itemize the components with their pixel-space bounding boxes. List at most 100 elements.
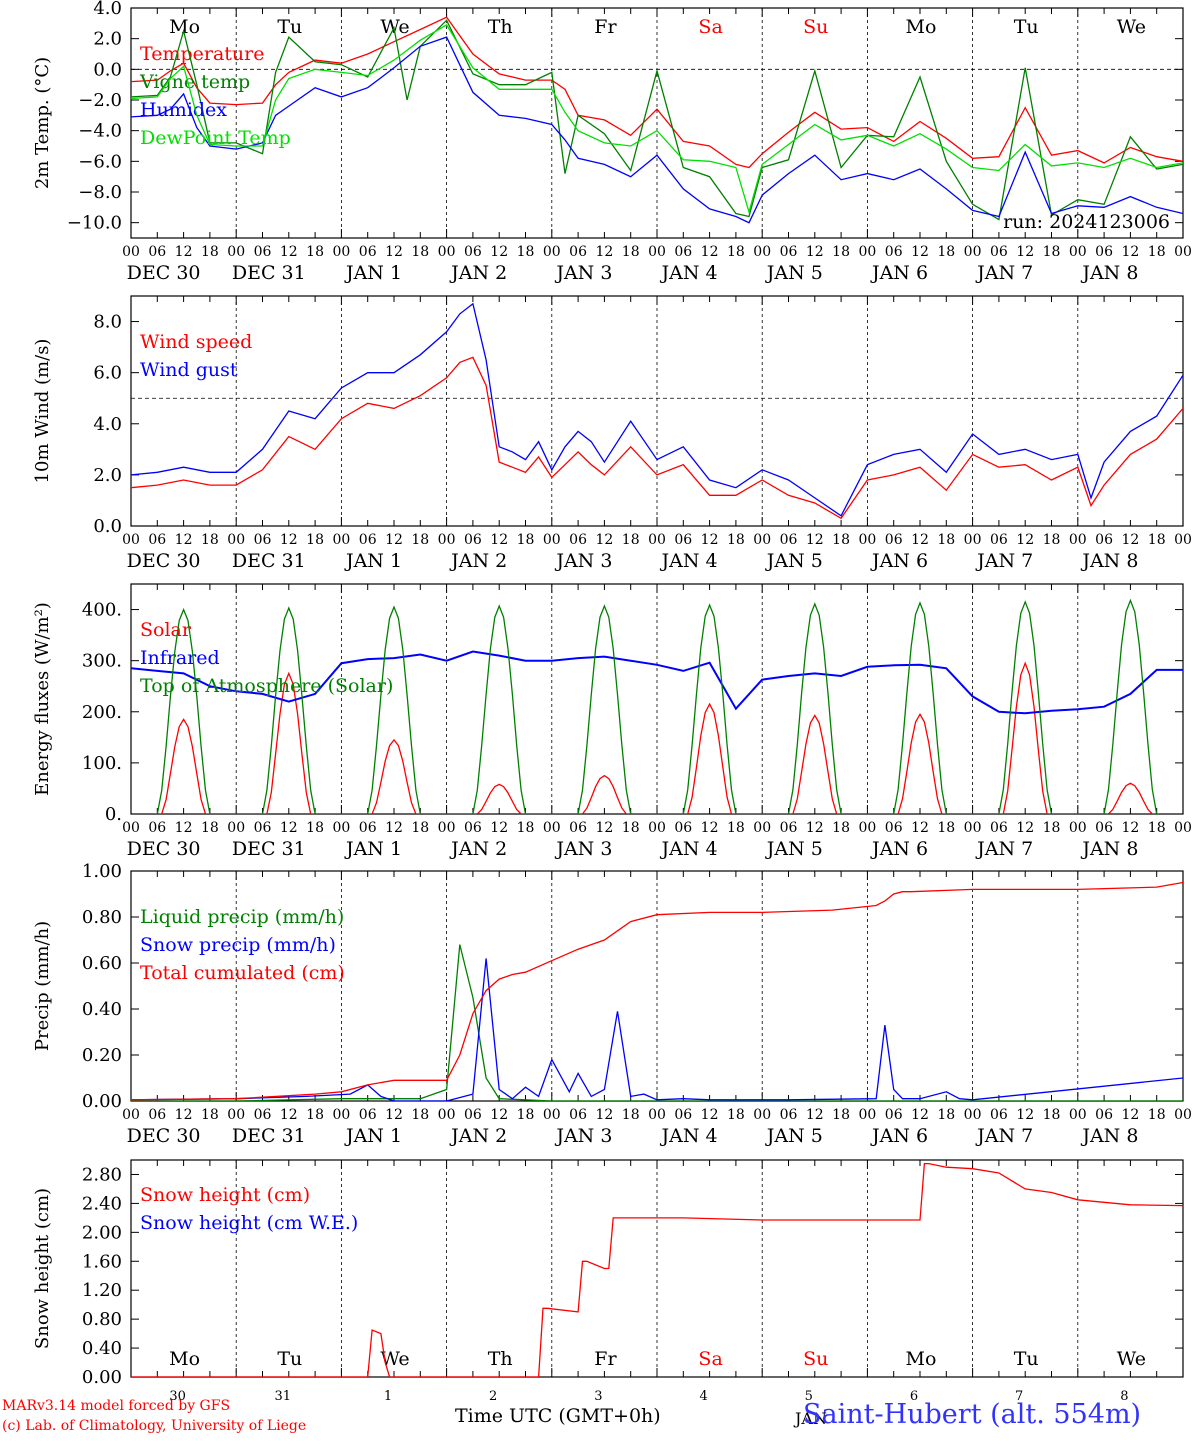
y-axis-label: 10m Wind (m/s) bbox=[32, 339, 53, 484]
hour-tick-label: 18 bbox=[832, 244, 850, 260]
y-tick-label: 100. bbox=[82, 753, 122, 774]
day-number-label: 30 bbox=[169, 1389, 186, 1404]
day-number-label: 3 bbox=[594, 1389, 602, 1404]
date-label: JAN 2 bbox=[449, 838, 507, 860]
hour-tick-label: 06 bbox=[569, 1107, 587, 1123]
legend-entry: Snow height (cm W.E.) bbox=[140, 1212, 358, 1234]
hour-tick-label: 00 bbox=[122, 244, 140, 260]
hour-tick-label: 00 bbox=[1069, 244, 1087, 260]
hour-tick-label: 06 bbox=[674, 820, 692, 836]
day-name-label: Sa bbox=[698, 16, 722, 38]
hour-tick-label: 18 bbox=[306, 244, 324, 260]
legend-entry: Top of Atmosphere (Solar) bbox=[140, 675, 393, 697]
date-label: JAN 8 bbox=[1080, 262, 1138, 284]
y-tick-label: 0. bbox=[105, 804, 122, 825]
date-label: JAN 3 bbox=[554, 262, 612, 284]
hour-tick-label: 00 bbox=[964, 244, 982, 260]
hour-tick-label: 00 bbox=[648, 820, 666, 836]
hour-tick-label: 18 bbox=[411, 820, 429, 836]
day-number-label: 8 bbox=[1120, 1389, 1128, 1404]
legend-entry: Infrared bbox=[140, 647, 220, 669]
legend-entry: Wind gust bbox=[140, 359, 238, 381]
hour-tick-label: 00 bbox=[122, 1107, 140, 1123]
y-tick-label: 0.40 bbox=[82, 1338, 122, 1359]
hour-tick-label: 12 bbox=[385, 820, 403, 836]
hour-tick-label: 12 bbox=[701, 532, 719, 548]
hour-tick-label: 00 bbox=[753, 1107, 771, 1123]
hour-tick-label: 00 bbox=[858, 820, 876, 836]
hour-tick-label: 00 bbox=[858, 532, 876, 548]
date-label: DEC 30 bbox=[127, 550, 201, 572]
hour-tick-label: 12 bbox=[595, 532, 613, 548]
series-line-snow-precip-mm-h- bbox=[131, 958, 1183, 1101]
day-number-label: 7 bbox=[1015, 1389, 1023, 1404]
hour-tick-label: 18 bbox=[1043, 532, 1061, 548]
hour-tick-label: 12 bbox=[1016, 1107, 1034, 1123]
hour-tick-label: 12 bbox=[280, 820, 298, 836]
hour-tick-label: 12 bbox=[1016, 820, 1034, 836]
y-tick-label: −4.0 bbox=[78, 121, 122, 142]
hour-tick-label: 06 bbox=[464, 244, 482, 260]
legend-entry: Snow precip (mm/h) bbox=[140, 934, 336, 956]
hour-tick-label: 00 bbox=[438, 820, 456, 836]
y-tick-label: 0.80 bbox=[82, 1309, 122, 1330]
hour-tick-label: 12 bbox=[595, 1107, 613, 1123]
date-label: JAN 1 bbox=[344, 262, 402, 284]
y-tick-label: 1.60 bbox=[82, 1251, 122, 1272]
hour-tick-label: 18 bbox=[937, 532, 955, 548]
day-name-label: We bbox=[380, 1348, 409, 1370]
hour-tick-label: 12 bbox=[385, 532, 403, 548]
hour-tick-label: 00 bbox=[964, 532, 982, 548]
hour-tick-label: 12 bbox=[911, 820, 929, 836]
footer-month-label: JAN bbox=[795, 1409, 827, 1428]
hour-tick-label: 06 bbox=[359, 532, 377, 548]
series-line-infrared bbox=[131, 650, 1183, 715]
y-tick-label: 2.0 bbox=[93, 29, 122, 50]
hour-tick-label: 00 bbox=[964, 1107, 982, 1123]
y-tick-label: 8.0 bbox=[93, 312, 122, 333]
hour-tick-label: 00 bbox=[332, 244, 350, 260]
y-tick-label: 2.00 bbox=[82, 1222, 122, 1243]
date-label: JAN 1 bbox=[344, 550, 402, 572]
hour-tick-label: 00 bbox=[964, 820, 982, 836]
y-tick-label: 2.40 bbox=[82, 1193, 122, 1214]
hour-tick-label: 18 bbox=[832, 820, 850, 836]
date-label: JAN 7 bbox=[975, 262, 1033, 284]
day-name-label: Mo bbox=[169, 1348, 200, 1370]
day-name-label: Mo bbox=[169, 16, 200, 38]
day-number-label: 6 bbox=[910, 1389, 918, 1404]
hour-tick-label: 12 bbox=[385, 244, 403, 260]
day-name-label: Su bbox=[803, 16, 828, 38]
hour-tick-label: 12 bbox=[490, 820, 508, 836]
hour-tick-label: 06 bbox=[674, 1107, 692, 1123]
hour-tick-label: 06 bbox=[780, 820, 798, 836]
hour-tick-label: 18 bbox=[1148, 532, 1166, 548]
legend-entry: Liquid precip (mm/h) bbox=[140, 906, 344, 928]
day-name-label: We bbox=[1117, 16, 1146, 38]
hour-tick-label: 18 bbox=[1148, 244, 1166, 260]
legend-entry: Vigne temp bbox=[139, 71, 250, 93]
hour-tick-label: 00 bbox=[648, 1107, 666, 1123]
hour-tick-label: 06 bbox=[990, 820, 1008, 836]
hour-tick-label: 06 bbox=[885, 1107, 903, 1123]
hour-tick-label: 06 bbox=[464, 820, 482, 836]
hour-tick-label: 12 bbox=[175, 532, 193, 548]
series-line-total-cumulated-cm- bbox=[131, 881, 1183, 1101]
hour-tick-label: 00 bbox=[1174, 820, 1192, 836]
hour-tick-label: 12 bbox=[1016, 244, 1034, 260]
y-tick-label: 6.0 bbox=[93, 363, 122, 384]
hour-tick-label: 06 bbox=[780, 532, 798, 548]
date-label: JAN 4 bbox=[660, 550, 718, 572]
hour-tick-label: 00 bbox=[858, 244, 876, 260]
hour-tick-label: 06 bbox=[674, 532, 692, 548]
hour-tick-label: 12 bbox=[175, 1107, 193, 1123]
hour-tick-label: 06 bbox=[990, 532, 1008, 548]
y-tick-label: 0.0 bbox=[93, 516, 122, 537]
day-name-label: Tu bbox=[277, 16, 302, 38]
hour-tick-label: 18 bbox=[411, 1107, 429, 1123]
hour-tick-label: 18 bbox=[937, 244, 955, 260]
panel-4: 0.00 0.20 0.40 0.60 0.80 1.00 Precip (mm/h) 00 0… bbox=[32, 861, 1192, 1147]
hour-tick-label: 18 bbox=[306, 820, 324, 836]
